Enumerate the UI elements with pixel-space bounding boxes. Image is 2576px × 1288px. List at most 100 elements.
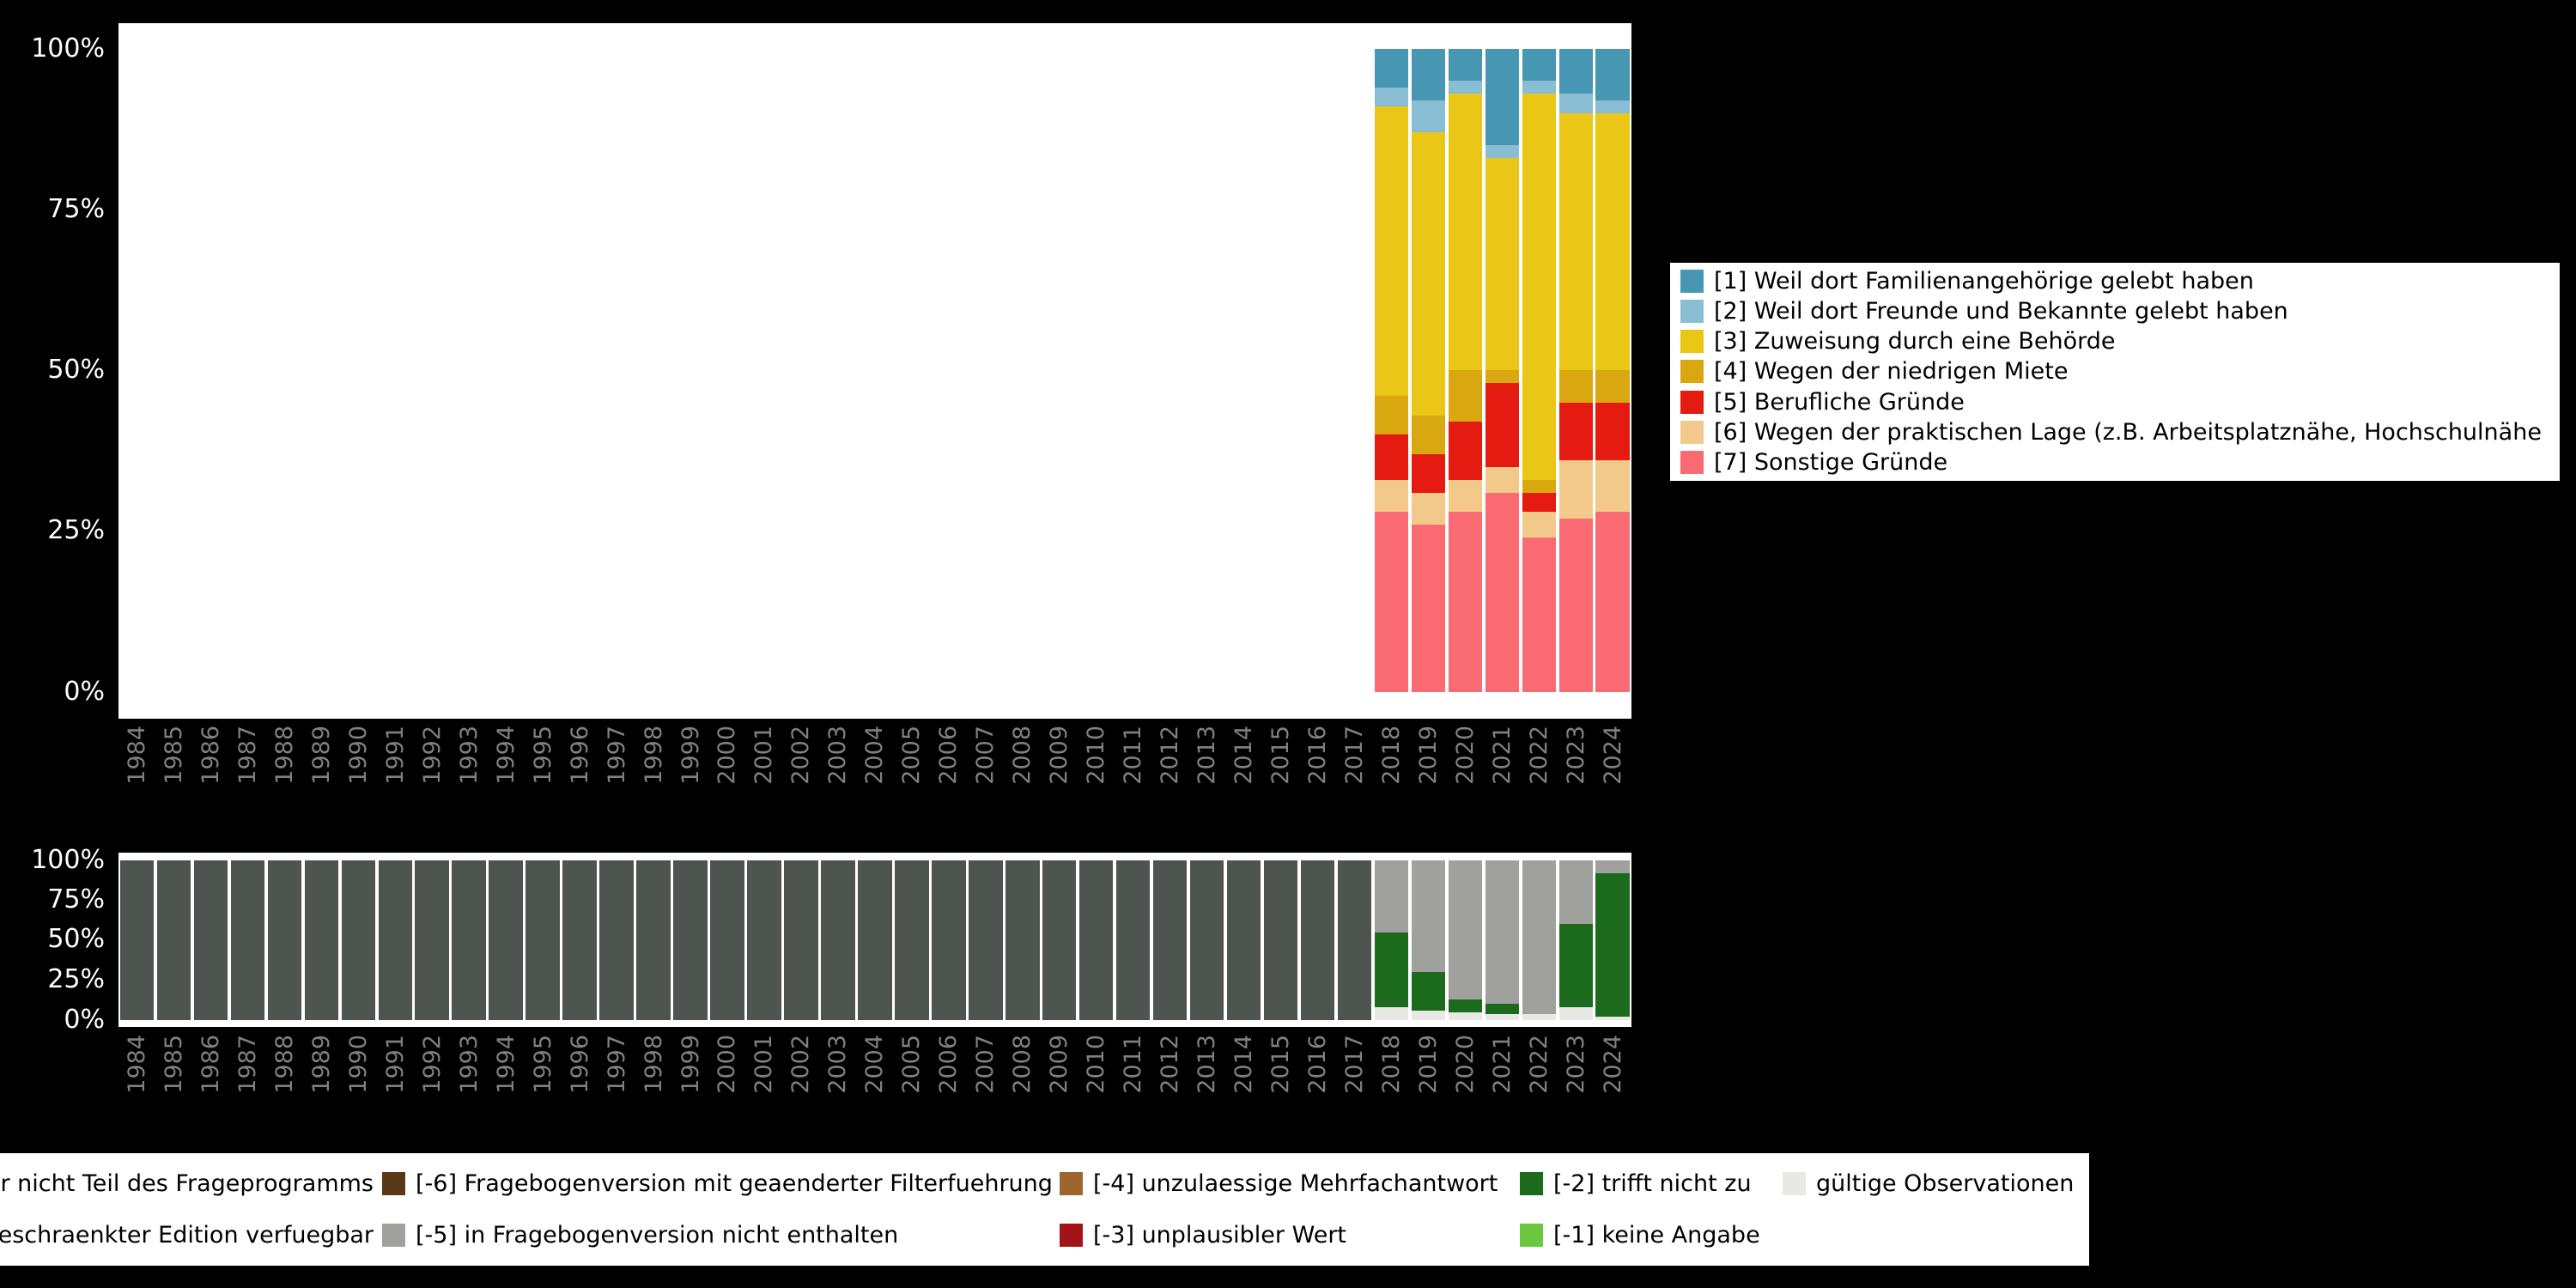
stacked-bar-1999 — [673, 860, 708, 1020]
x-tick-2021: 2021 — [1484, 1035, 1521, 1139]
stacked-bar-1984 — [119, 860, 155, 1020]
stacked-bar-1986 — [193, 860, 228, 1020]
x-tick-2020: 2020 — [1447, 726, 1484, 830]
bar-slot-2018 — [1373, 860, 1410, 1020]
year-label: 2001 — [750, 1035, 778, 1094]
bar-slot-2000 — [709, 49, 746, 692]
bar-segment — [1448, 1012, 1483, 1020]
bar-slot-2023 — [1558, 49, 1595, 692]
bar-segment — [932, 860, 966, 1020]
bar-segment — [673, 860, 708, 1020]
bar-segment — [1411, 49, 1446, 100]
bar-slot-2010 — [1078, 860, 1115, 1020]
bar-segment — [710, 860, 744, 1020]
bar-slot-2001 — [745, 860, 782, 1020]
year-label: 1984 — [123, 726, 150, 785]
year-label: 1989 — [307, 726, 335, 785]
bar-segment — [378, 860, 413, 1020]
legend-label: [7] Sonstige Gründe — [1714, 448, 1948, 476]
year-label: 2010 — [1083, 1035, 1110, 1094]
x-tick-1999: 1999 — [672, 726, 709, 830]
stacked-bar-1985 — [156, 860, 191, 1020]
bar-segment — [1522, 538, 1557, 692]
year-label: 2018 — [1377, 726, 1405, 785]
bar-segment — [1522, 49, 1557, 82]
year-label: 2022 — [1525, 726, 1552, 785]
x-tick-2022: 2022 — [1521, 1035, 1558, 1139]
legend-swatch-icon — [1680, 360, 1704, 384]
bar-slot-2008 — [1004, 860, 1041, 1020]
year-label: 2017 — [1340, 726, 1368, 785]
year-label: 2003 — [824, 1035, 852, 1094]
bar-slot-1994 — [488, 49, 525, 692]
bar-segment — [489, 860, 523, 1020]
year-label: 1995 — [529, 1035, 556, 1094]
bar-slot-1986 — [192, 49, 229, 692]
stacked-bar-2024 — [1595, 49, 1630, 692]
year-label: 1986 — [197, 726, 224, 785]
bar-segment — [821, 860, 855, 1020]
bar-segment — [1152, 860, 1188, 1020]
bar-segment — [1411, 492, 1446, 526]
bar-slot-2019 — [1410, 49, 1447, 692]
x-tick-1985: 1985 — [155, 1035, 192, 1139]
bar-slot-2007 — [967, 49, 1004, 692]
bar-segment — [1595, 512, 1630, 692]
bar-slot-1996 — [562, 49, 598, 692]
bar-segment — [1522, 492, 1557, 513]
bar-slot-2004 — [856, 860, 893, 1020]
stacked-bar-2023 — [1558, 860, 1594, 1020]
x-tick-1992: 1992 — [414, 726, 451, 830]
year-label: 1992 — [418, 726, 446, 785]
x-tick-2006: 2006 — [930, 726, 967, 830]
bar-slot-1987 — [229, 860, 266, 1020]
bar-segment — [1558, 460, 1594, 519]
bar-segment — [341, 860, 376, 1020]
stacked-bar-2011 — [1115, 860, 1151, 1020]
reasons-chart-plot-area — [118, 23, 1631, 719]
legend-swatch-icon — [1680, 330, 1704, 354]
x-tick-2013: 2013 — [1188, 726, 1225, 830]
missing-legend-cell: [-6] Fragebogenversion mit geaenderter F… — [382, 1158, 1060, 1210]
bar-segment — [1337, 860, 1372, 1020]
x-tick-1984: 1984 — [118, 1035, 155, 1139]
x-tick-1997: 1997 — [598, 726, 635, 830]
bar-segment — [1558, 860, 1594, 925]
y-tick-label: 0% — [64, 677, 105, 707]
stacked-bar-1997 — [599, 860, 634, 1020]
year-label: 2017 — [1340, 1035, 1368, 1094]
bar-slot-1993 — [451, 49, 488, 692]
bar-segment — [526, 860, 560, 1020]
bar-segment — [1522, 512, 1557, 538]
reasons-chart-x-axis: 1984 1985 1986 1987 1988 1989 1990 1991 1992 1993… — [118, 726, 1631, 830]
year-label: 1987 — [234, 1035, 261, 1094]
bar-segment — [1522, 479, 1557, 493]
bar-segment — [1595, 370, 1630, 403]
x-tick-2012: 2012 — [1151, 726, 1188, 830]
year-label: 2013 — [1194, 1035, 1221, 1094]
year-label: 2013 — [1194, 726, 1221, 785]
x-tick-2001: 2001 — [745, 1035, 782, 1139]
bar-slot-2009 — [1041, 49, 1078, 692]
missing-chart-plot-area — [118, 853, 1631, 1027]
bar-segment — [1411, 415, 1446, 454]
x-tick-2017: 2017 — [1336, 726, 1373, 830]
bar-slot-1997 — [598, 49, 635, 692]
bar-slot-1999 — [672, 49, 709, 692]
bar-segment — [1558, 402, 1594, 461]
year-label: 2006 — [935, 1035, 963, 1094]
bar-slot-2014 — [1225, 860, 1262, 1020]
legend-label: [-2] trifft nicht zu — [1553, 1170, 1752, 1198]
bar-slot-1990 — [340, 860, 377, 1020]
x-tick-2003: 2003 — [819, 726, 856, 830]
legend-item: [7] Sonstige Gründe — [1680, 449, 2560, 476]
x-tick-1993: 1993 — [451, 726, 488, 830]
x-tick-1997: 1997 — [598, 1035, 635, 1139]
year-label: 2005 — [898, 1035, 926, 1094]
stacked-bar-1996 — [562, 860, 597, 1020]
bar-slot-2001 — [745, 49, 782, 692]
bar-slot-1988 — [266, 49, 303, 692]
bar-slot-1991 — [377, 860, 414, 1020]
bar-slot-1996 — [562, 860, 598, 1020]
bar-slot-1992 — [414, 860, 451, 1020]
